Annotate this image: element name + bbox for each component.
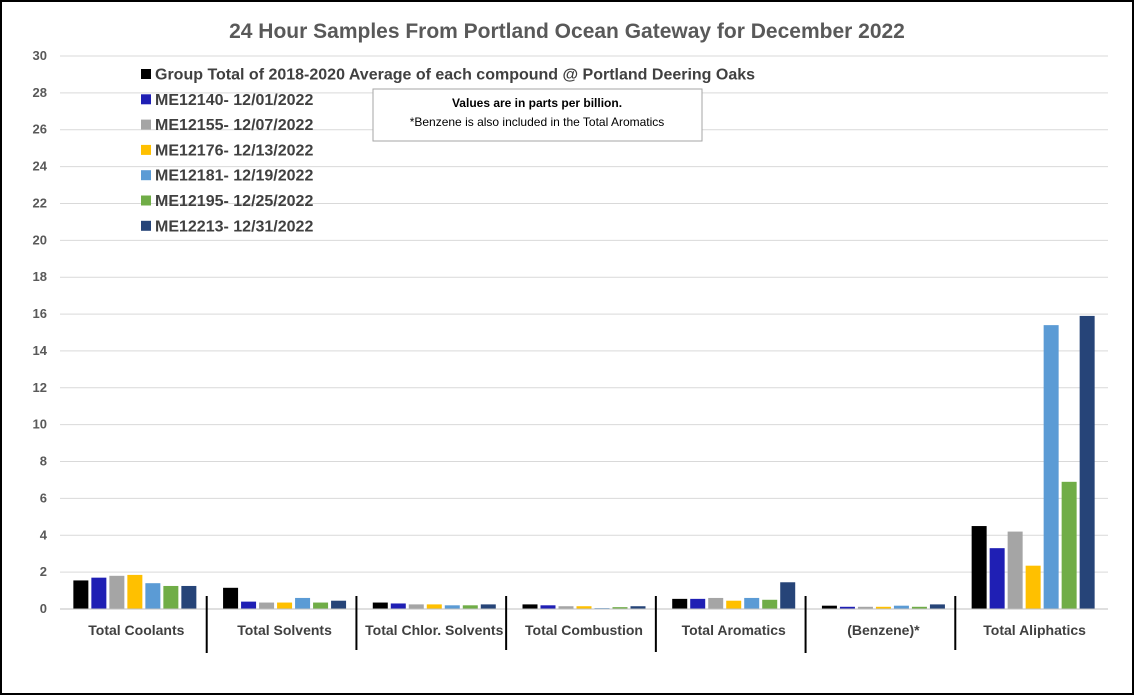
bar	[91, 577, 107, 609]
bar	[672, 598, 688, 609]
y-tick-label: 8	[40, 454, 47, 469]
bar	[480, 604, 496, 609]
bar	[726, 600, 742, 609]
legend-swatch	[141, 220, 151, 231]
bar	[708, 597, 724, 609]
bar	[1079, 315, 1095, 609]
annotation-line-2: *Benzene is also included in the Total A…	[410, 115, 665, 129]
bar	[390, 603, 406, 609]
legend-entry: Group Total of 2018-2020 Average of each…	[155, 67, 755, 84]
y-tick-label: 2	[40, 564, 47, 579]
y-tick-label: 24	[33, 159, 48, 174]
y-tick-label: 30	[33, 48, 47, 63]
bar	[875, 606, 891, 609]
y-tick-label: 12	[33, 380, 47, 395]
bar	[181, 585, 197, 609]
legend-swatch	[141, 170, 151, 181]
y-tick-label: 16	[33, 306, 47, 321]
legend-entry: ME12213- 12/31/2022	[155, 218, 313, 235]
bar	[313, 602, 329, 609]
bar	[690, 598, 706, 609]
annotation-line-1: Values are in parts per billion.	[452, 96, 622, 110]
bar	[408, 604, 424, 609]
bar	[259, 602, 275, 609]
bar	[762, 599, 778, 609]
bar	[444, 605, 460, 609]
bar	[462, 605, 478, 609]
legend-swatch	[141, 119, 151, 130]
legend-swatch	[141, 195, 151, 206]
bar	[612, 607, 628, 609]
bar	[295, 597, 311, 609]
x-axis: Total Coolants Total Solvents Total Chlor.…	[60, 596, 1108, 653]
bar	[331, 600, 347, 609]
bar	[1007, 531, 1023, 609]
bar	[576, 606, 592, 609]
bar	[893, 605, 909, 609]
y-tick-label: 10	[33, 417, 47, 432]
y-tick-label: 22	[33, 195, 47, 210]
legend-entry: ME12195- 12/25/2022	[155, 193, 313, 210]
bar	[372, 602, 388, 609]
legend-swatch	[141, 94, 151, 105]
bar	[1025, 565, 1041, 609]
bar	[857, 606, 873, 609]
y-tick-label: 4	[40, 527, 48, 542]
bar	[73, 580, 89, 609]
legend-swatch	[141, 69, 151, 79]
chart-title: 24 Hour Samples From Portland Ocean Gate…	[229, 20, 905, 43]
bar	[540, 605, 556, 609]
bar	[558, 606, 574, 609]
y-tick-label: 0	[40, 601, 47, 616]
bar	[1043, 325, 1059, 609]
bar	[241, 601, 257, 609]
x-tick-label: Total Solvents	[237, 622, 332, 638]
x-tick-label: Total Aliphatics	[983, 622, 1086, 638]
bar	[277, 602, 293, 609]
legend-entry: ME12140- 12/01/2022	[155, 92, 313, 109]
bar	[145, 583, 161, 609]
y-tick-label: 20	[33, 232, 47, 247]
bars	[73, 315, 1095, 609]
bar	[821, 605, 837, 609]
bar	[630, 606, 646, 609]
bar	[223, 587, 239, 609]
y-tick-label: 6	[40, 490, 47, 505]
y-tick-label: 14	[33, 343, 48, 358]
bar	[989, 548, 1005, 609]
bar	[971, 526, 987, 609]
legend-entry: ME12176- 12/13/2022	[155, 142, 313, 159]
bar	[127, 574, 143, 609]
bar	[911, 606, 927, 609]
bar	[929, 604, 945, 609]
x-tick-label: Total Combustion	[525, 622, 643, 638]
bar	[839, 606, 855, 609]
legend: Group Total of 2018-2020 Average of each…	[141, 67, 755, 235]
y-tick-label: 28	[33, 85, 47, 100]
x-tick-label: (Benzene)*	[847, 622, 920, 638]
y-tick-label: 18	[33, 269, 47, 284]
bar	[426, 604, 442, 609]
bar	[522, 604, 538, 609]
legend-swatch	[141, 144, 151, 155]
annotation-box: Values are in parts per billion. *Benzen…	[372, 88, 703, 142]
bar	[744, 597, 760, 609]
annotation-border	[372, 88, 703, 142]
legend-entry: ME12181- 12/19/2022	[155, 168, 313, 185]
y-tick-label: 26	[33, 122, 47, 137]
bar	[1061, 481, 1077, 609]
legend-entry: ME12155- 12/07/2022	[155, 117, 313, 134]
bar	[109, 575, 125, 609]
x-tick-label: Total Coolants	[88, 622, 184, 638]
bar	[780, 582, 796, 609]
gridlines	[60, 55, 1108, 573]
x-tick-label: Total Chlor. Solvents	[365, 622, 503, 638]
bar	[163, 585, 179, 609]
x-tick-label: Total Aromatics	[682, 622, 786, 638]
